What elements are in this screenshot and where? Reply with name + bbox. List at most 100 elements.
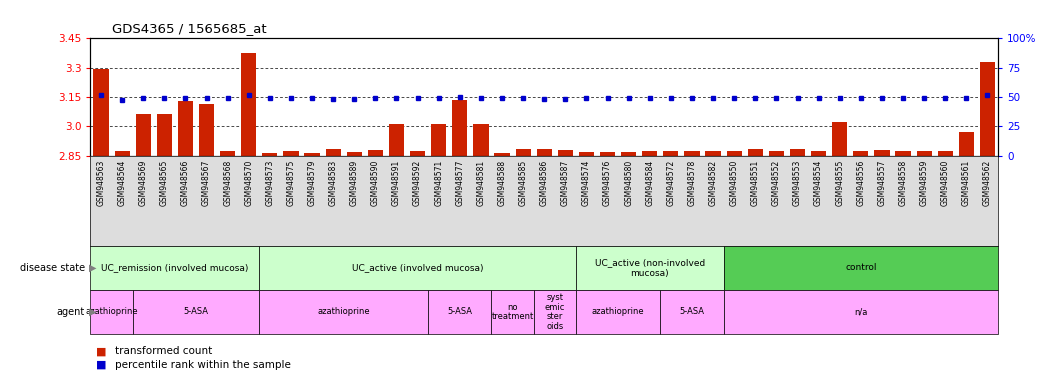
Text: GSM948561: GSM948561 — [962, 160, 970, 206]
Text: GSM948569: GSM948569 — [138, 160, 148, 207]
Text: GSM948576: GSM948576 — [603, 160, 612, 207]
Bar — [428, 290, 492, 334]
Bar — [789, 149, 805, 156]
Text: GSM948562: GSM948562 — [983, 160, 992, 206]
Text: UC_active (non-involved
mucosa): UC_active (non-involved mucosa) — [595, 258, 704, 278]
Bar — [452, 100, 467, 156]
Text: GSM948568: GSM948568 — [223, 160, 232, 206]
Bar — [199, 104, 214, 156]
Bar — [875, 150, 890, 156]
Bar — [260, 290, 428, 334]
Text: GSM948581: GSM948581 — [477, 160, 485, 206]
Bar — [724, 290, 998, 334]
Bar — [896, 151, 911, 156]
Text: syst
emic
ster
oids: syst emic ster oids — [545, 293, 565, 331]
Bar — [853, 151, 868, 156]
Bar — [661, 290, 724, 334]
Bar — [724, 246, 998, 290]
Text: GSM948592: GSM948592 — [413, 160, 422, 206]
Text: GSM948560: GSM948560 — [941, 160, 950, 207]
Text: ▶: ▶ — [89, 307, 97, 317]
Text: GSM948574: GSM948574 — [582, 160, 591, 207]
Text: ■: ■ — [96, 346, 106, 356]
Bar — [536, 149, 552, 156]
Text: ▶: ▶ — [89, 263, 97, 273]
Text: GSM948550: GSM948550 — [730, 160, 738, 207]
Text: GSM948578: GSM948578 — [687, 160, 697, 206]
Text: GSM948567: GSM948567 — [202, 160, 211, 207]
Bar — [516, 149, 531, 156]
Text: n/a: n/a — [854, 308, 867, 316]
Text: GSM948570: GSM948570 — [245, 160, 253, 207]
Bar — [260, 246, 576, 290]
Bar — [600, 152, 615, 156]
Bar — [705, 151, 720, 156]
Text: azathioprine: azathioprine — [317, 308, 370, 316]
Text: GDS4365 / 1565685_at: GDS4365 / 1565685_at — [112, 22, 266, 35]
Text: GSM948553: GSM948553 — [793, 160, 802, 207]
Bar — [135, 114, 151, 156]
Text: GSM948557: GSM948557 — [878, 160, 886, 207]
Bar — [156, 114, 172, 156]
Bar — [916, 151, 932, 156]
Text: GSM948585: GSM948585 — [518, 160, 528, 206]
Bar — [220, 151, 235, 156]
Text: GSM948571: GSM948571 — [434, 160, 444, 206]
Bar — [90, 246, 260, 290]
Text: GSM948589: GSM948589 — [350, 160, 359, 206]
Text: GSM948583: GSM948583 — [329, 160, 337, 206]
Text: UC_remission (involved mucosa): UC_remission (involved mucosa) — [101, 263, 249, 272]
Text: GSM948573: GSM948573 — [265, 160, 275, 207]
Bar — [832, 122, 847, 156]
Text: GSM948582: GSM948582 — [709, 160, 717, 206]
Text: GSM948556: GSM948556 — [857, 160, 865, 207]
Text: GSM948565: GSM948565 — [160, 160, 169, 207]
Text: azathioprine: azathioprine — [85, 308, 138, 316]
Text: GSM948580: GSM948580 — [625, 160, 633, 206]
Bar — [178, 101, 193, 156]
Bar — [347, 152, 362, 156]
Text: 5-ASA: 5-ASA — [680, 308, 704, 316]
Text: GSM948558: GSM948558 — [899, 160, 908, 206]
Text: agent: agent — [56, 307, 85, 317]
Text: GSM948551: GSM948551 — [751, 160, 760, 206]
Bar — [410, 151, 426, 156]
Text: GSM948566: GSM948566 — [181, 160, 189, 207]
Bar — [621, 152, 636, 156]
Bar — [663, 151, 679, 156]
Text: GSM948552: GSM948552 — [771, 160, 781, 206]
Bar — [576, 290, 661, 334]
Bar — [811, 151, 827, 156]
Bar — [283, 151, 299, 156]
Text: GSM948554: GSM948554 — [814, 160, 824, 207]
Text: GSM948564: GSM948564 — [118, 160, 127, 207]
Bar — [262, 152, 278, 156]
Text: 5-ASA: 5-ASA — [447, 308, 472, 316]
Text: disease state: disease state — [20, 263, 85, 273]
Bar — [431, 124, 446, 156]
Text: GSM948575: GSM948575 — [286, 160, 296, 207]
Bar — [473, 124, 488, 156]
Text: azathioprine: azathioprine — [592, 308, 645, 316]
Bar — [643, 151, 658, 156]
Bar — [90, 290, 133, 334]
Text: GSM948586: GSM948586 — [539, 160, 549, 206]
Text: no
treatment: no treatment — [492, 303, 534, 321]
Bar — [576, 246, 724, 290]
Bar — [980, 62, 995, 156]
Bar — [388, 124, 404, 156]
Bar — [769, 151, 784, 156]
Text: GSM948572: GSM948572 — [666, 160, 676, 206]
Bar — [242, 53, 256, 156]
Bar — [326, 149, 340, 156]
Text: GSM948577: GSM948577 — [455, 160, 464, 207]
Text: transformed count: transformed count — [115, 346, 212, 356]
Bar — [304, 152, 319, 156]
Text: GSM948584: GSM948584 — [645, 160, 654, 206]
Text: percentile rank within the sample: percentile rank within the sample — [115, 360, 290, 370]
Bar — [492, 290, 534, 334]
Bar — [133, 290, 260, 334]
Bar — [495, 152, 510, 156]
Text: 5-ASA: 5-ASA — [183, 308, 209, 316]
Text: control: control — [845, 263, 877, 272]
